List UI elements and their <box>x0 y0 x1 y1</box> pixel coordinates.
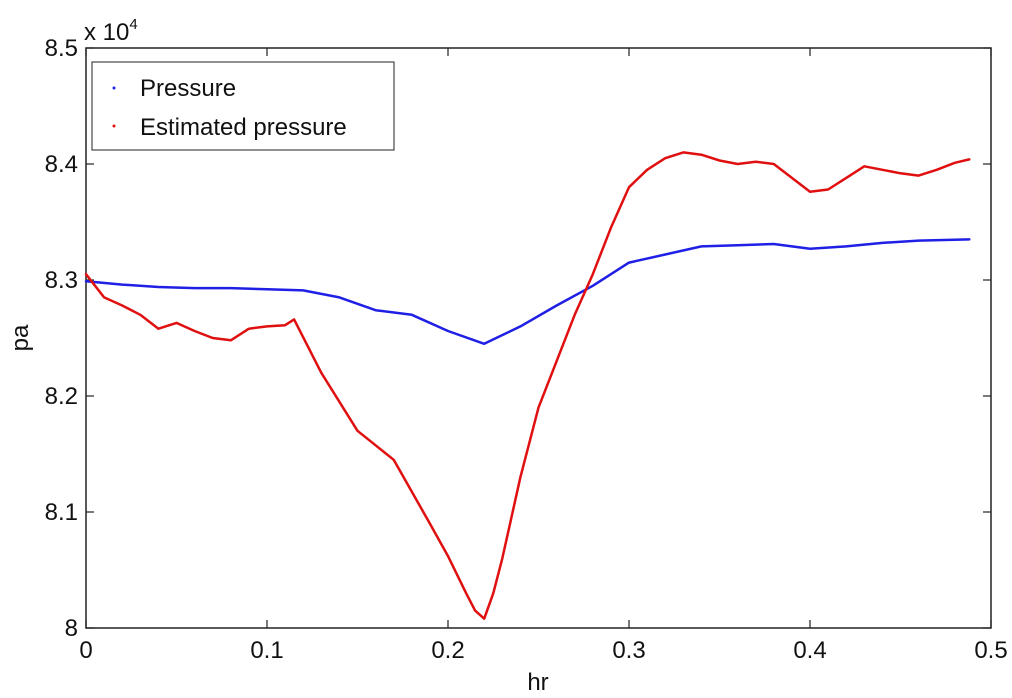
x-tick-label: 0.2 <box>431 637 464 664</box>
legend-label-estimated-pressure: Estimated pressure <box>140 114 347 141</box>
y-exponent-label: x 104 <box>84 16 138 46</box>
y-tick-label: 8.4 <box>45 151 78 178</box>
legend: Pressure Estimated pressure <box>91 61 395 151</box>
y-exponent-power: 4 <box>129 16 137 33</box>
y-exponent-base: x 10 <box>84 19 129 46</box>
x-tick-label: 0.5 <box>974 637 1007 664</box>
legend-label-pressure: Pressure <box>140 75 236 102</box>
series-line-estimated-pressure <box>84 151 971 620</box>
series-line-pressure <box>84 238 971 346</box>
y-tick-label: 8.2 <box>45 383 78 410</box>
legend-marker-estimated-pressure <box>112 124 116 128</box>
x-tick-label: 0.4 <box>793 637 826 664</box>
y-tick-label: 8.5 <box>45 35 78 62</box>
x-tick-label: 0.1 <box>250 637 283 664</box>
series-layer <box>84 151 971 620</box>
y-tick-label: 8.3 <box>45 267 78 294</box>
y-axis-label: pa <box>7 324 34 351</box>
y-tick-label: 8.1 <box>45 499 78 526</box>
x-axis: 0 0.1 0.2 0.3 0.4 0.5 <box>79 48 1008 664</box>
x-tick-label: 0 <box>79 637 92 664</box>
x-tick-label: 0.3 <box>612 637 645 664</box>
legend-marker-pressure <box>112 86 116 90</box>
y-tick-label: 8 <box>65 615 78 642</box>
y-axis: 8 8.1 8.2 8.3 8.4 8.5 <box>45 35 991 642</box>
x-axis-label: hr <box>527 669 548 696</box>
legend-box <box>91 61 395 151</box>
